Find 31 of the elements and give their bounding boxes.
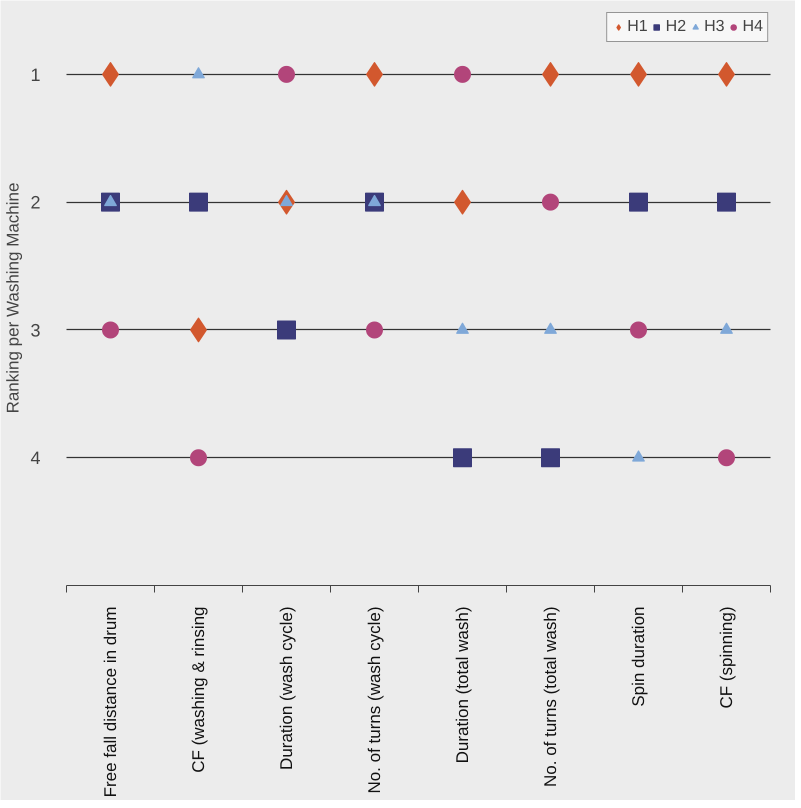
- point: [454, 66, 471, 83]
- point: [717, 192, 736, 212]
- legend-label: H2: [666, 18, 686, 36]
- legend-label: H1: [627, 18, 648, 36]
- point: [542, 194, 559, 211]
- point: [630, 321, 647, 338]
- point: [453, 448, 472, 468]
- x-tick-label: Duration (wash cycle): [277, 606, 296, 770]
- point: [189, 192, 208, 212]
- x-tick-label: Free fall distance in drum: [101, 606, 120, 798]
- x-tick-label: No. of turns (wash cycle): [365, 606, 384, 794]
- x-tick-label: Duration (total wash): [453, 606, 472, 764]
- y-tick-label: 3: [30, 320, 41, 340]
- y-tick-label: 1: [30, 64, 41, 85]
- x-tick-label: CF (washing & rinsing: [189, 606, 208, 773]
- legend-label: H3: [704, 18, 725, 36]
- x-tick-label: No. of turns (total wash): [541, 606, 560, 787]
- y-axis-title: Ranking per Washing Machine: [3, 182, 22, 414]
- point: [278, 66, 295, 83]
- legend-label: H4: [742, 18, 763, 36]
- point: [629, 192, 648, 212]
- y-tick-label: 2: [30, 192, 41, 213]
- point: [541, 448, 560, 468]
- point: [277, 320, 296, 340]
- point: [102, 321, 119, 338]
- point: [718, 449, 735, 466]
- x-tick-label: CF (spinning): [717, 606, 736, 709]
- x-tick-label: Spin duration: [629, 606, 648, 707]
- point: [366, 321, 383, 338]
- point: [190, 449, 207, 466]
- y-tick-label: 4: [30, 448, 41, 468]
